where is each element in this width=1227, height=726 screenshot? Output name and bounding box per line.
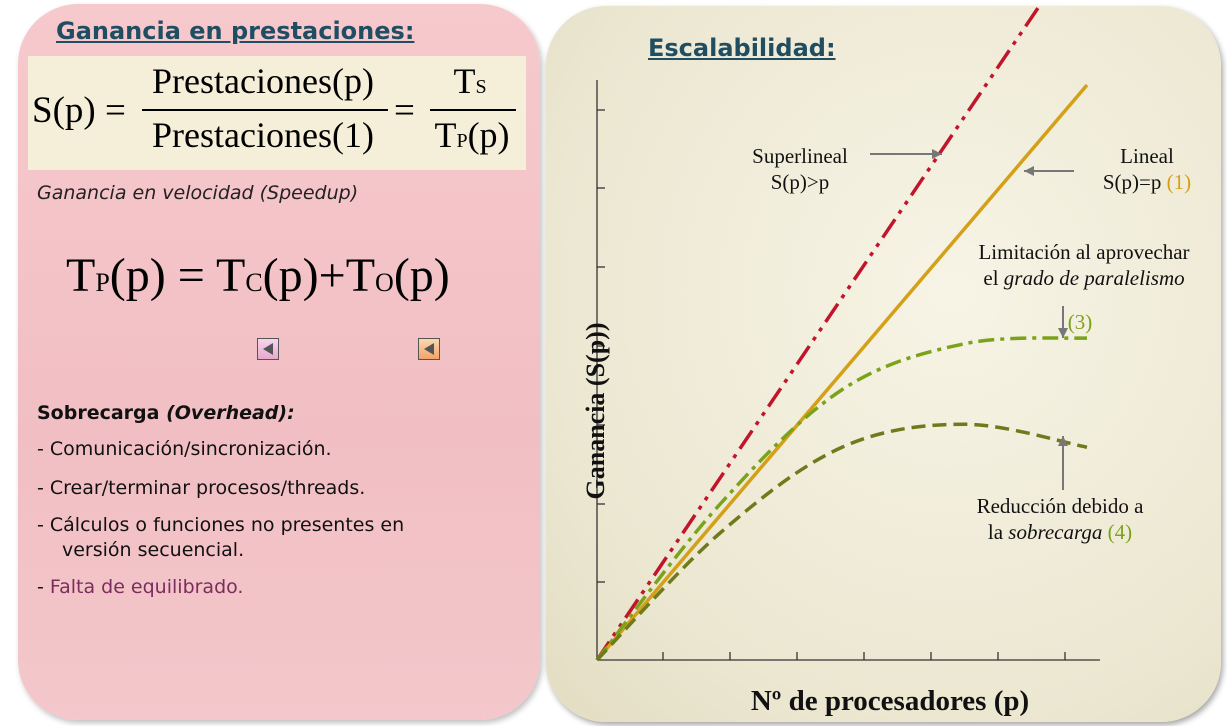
- arg-c: (p): [262, 249, 319, 302]
- reduc-line2-b: sobrecarga: [1008, 520, 1103, 544]
- arrow-left-icon: [1024, 166, 1074, 176]
- overhead-item-3b: versión secuencial.: [62, 539, 245, 561]
- time-formula: TP(p) = TC(p)+TO(p): [66, 248, 450, 303]
- overhead-item-4-text: Falta de equilibrado.: [49, 576, 244, 598]
- arg-p: (p): [109, 249, 166, 302]
- arrow-down-icon: [1058, 306, 1068, 338]
- arrow-right-icon: [870, 149, 942, 159]
- limit-line2-b: grado de paralelismo: [1003, 266, 1185, 290]
- sub-o: O: [375, 268, 394, 297]
- overhead-item-2: - Crear/terminar procesos/threads.: [37, 477, 366, 499]
- overhead-title-bold: Sobrecarga: [37, 402, 160, 424]
- lineal-label: Lineal S(p)=p (1): [1072, 143, 1222, 195]
- speedup-formula: S(p) = Prestaciones(p) Prestaciones(1) =…: [28, 56, 526, 170]
- ts-symbol: T: [453, 61, 476, 101]
- arrow-up-icon: [1058, 436, 1068, 490]
- back-button-2[interactable]: [418, 338, 440, 360]
- reduc-num: (4): [1107, 520, 1133, 544]
- panel-heading-scalability: Escalabilidad:: [648, 34, 836, 62]
- overhead-title-italic: (Overhead):: [159, 402, 295, 424]
- limit-num: (3): [1067, 310, 1093, 334]
- sub-p: P: [95, 268, 110, 297]
- limit-label: Limitación al aprovechar el grado de par…: [948, 239, 1220, 291]
- overhead-item-1: - Comunicación/sincronización.: [37, 438, 332, 460]
- tp-subscript: P: [456, 130, 468, 152]
- ts-subscript: S: [475, 76, 487, 98]
- series-line-1: [595, 6, 1042, 661]
- fraction-bar-2: [430, 109, 516, 111]
- formula-lhs: S(p) =: [32, 90, 126, 131]
- tc-letter: T: [215, 249, 246, 302]
- eq-sign: =: [177, 249, 205, 302]
- overhead-item-3: - Cálculos o funciones no presentes en: [37, 514, 405, 536]
- y-axis-label: Ganancia (S(p)): [581, 322, 610, 500]
- formula-numerator: Prestaciones(p): [152, 61, 374, 101]
- to-letter: T: [345, 249, 376, 302]
- y-axis-label-wrap: Ganancia (S(p)): [556, 280, 636, 540]
- reduc-line1: Reducción debido a: [976, 494, 1144, 518]
- limit-line2-a: el: [983, 266, 1004, 290]
- lineal-num: (1): [1166, 170, 1192, 194]
- superlineal-title: Superlineal: [752, 144, 848, 168]
- tp-letter: T: [66, 249, 96, 302]
- plus-sign: +: [318, 249, 346, 302]
- superlineal-label: Superlineal S(p)>p: [735, 143, 865, 195]
- sub-c: C: [245, 268, 263, 297]
- back-button-1[interactable]: [257, 338, 279, 360]
- scalability-panel: [546, 6, 1221, 722]
- triangle-left-icon: [263, 343, 273, 355]
- arg-o: (p): [393, 249, 450, 302]
- triangle-left-icon: [424, 343, 434, 355]
- fraction-bar: [142, 109, 388, 111]
- formula-denominator: Prestaciones(1): [152, 115, 374, 155]
- series-line-4: [595, 422, 1088, 662]
- series-line-2: [595, 83, 1089, 662]
- superlineal-cond: S(p)>p: [770, 170, 830, 194]
- panel-heading-speedup: Ganancia en prestaciones:: [56, 17, 415, 45]
- formula-equals: =: [394, 90, 415, 131]
- overhead-item-4: - Falta de equilibrado.: [37, 576, 243, 598]
- item-dash: -: [37, 576, 50, 598]
- limit-line1: Limitación al aprovechar: [978, 240, 1190, 264]
- x-axis-label: Nº de procesadores (p): [750, 685, 1030, 717]
- scalability-chart: [595, 6, 1100, 662]
- tp-arg: (p): [467, 115, 510, 155]
- reduc-line2-a: la: [987, 520, 1009, 544]
- lineal-cond: S(p)=p: [1102, 170, 1162, 194]
- lineal-title: Lineal: [1120, 144, 1174, 168]
- overhead-title: Sobrecarga (Overhead):: [37, 402, 295, 424]
- tp-symbol: T: [434, 115, 457, 155]
- reduc-label: Reducción debido a la sobrecarga (4): [950, 493, 1170, 545]
- speedup-note: Ganancia en velocidad (Speedup): [37, 182, 359, 204]
